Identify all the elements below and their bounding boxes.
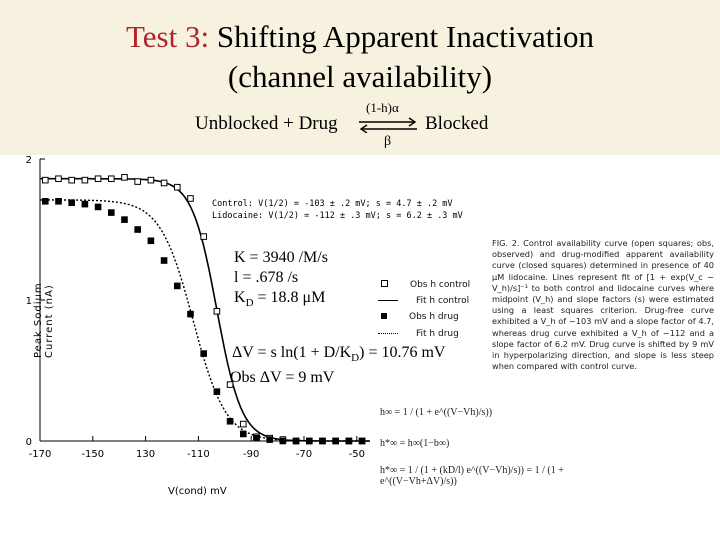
control-data-point [107, 175, 115, 183]
drug-data-point [147, 237, 155, 245]
drug-data-point [94, 203, 102, 211]
overlay-delta-v-formula: ΔV = s ln(1 + D/KD) = 10.76 mV [232, 344, 446, 365]
equilibrium-arrows-icon [359, 117, 417, 133]
drug-data-point [134, 226, 141, 233]
control-data-point [160, 179, 168, 187]
equation-h-star: h*∞ = h∞(1−b∞) [380, 438, 450, 449]
scheme-reverse-rate: β [384, 134, 392, 149]
fit-param-drug: Lidocaine: V(1/2) = -112 ± .3 mV; s = 6.… [212, 211, 463, 221]
equation-h-star-expanded: h*∞ = 1 / (1 + (kD/l) e^((V−Vh)/s)) = 1 … [380, 465, 564, 487]
legend-fit-control: Fit h control [378, 296, 469, 306]
control-data-point [68, 176, 75, 184]
control-data-point [147, 176, 155, 184]
x-tick-label: -50 [349, 449, 365, 460]
legend-obs-control: Obs h control [378, 280, 470, 290]
y-axis-label: Peak Sodium Current (nA) [33, 282, 55, 358]
control-data-point [94, 175, 102, 183]
drug-data-point [319, 437, 326, 445]
control-data-point [226, 381, 234, 388]
y-tick-label: 2 [26, 155, 32, 166]
legend-obs-drug: Obs h drug [378, 312, 459, 322]
control-data-point [121, 174, 128, 181]
figure-caption: FIG. 2. Control availability curve (open… [492, 238, 714, 372]
overlay-l: l = .678 /s [234, 269, 299, 286]
drug-data-point [173, 282, 181, 290]
y-tick-label: 1 [26, 296, 32, 307]
y-tick-label: 0 [26, 437, 32, 448]
drug-data-point [292, 437, 300, 445]
x-tick-label: 130 [136, 449, 155, 460]
control-data-point [213, 307, 221, 315]
fit-param-control: Control: V(1/2) = -103 ± .2 mV; s = 4.7 … [212, 199, 453, 209]
drug-data-point [358, 437, 366, 445]
title-topic: Shifting Apparent Inactivation [209, 19, 594, 54]
legend-fit-drug: Fit h drug [378, 329, 459, 339]
title-test-prefix: Test 3: [126, 19, 210, 54]
equation-h-inf: h∞ = 1 / (1 + e^((V−Vh)/s)) [380, 407, 493, 418]
overlay-k: K = 3940 /M/s [234, 249, 328, 266]
control-data-point [173, 183, 181, 191]
figure-panel: -170 -150 130 -110 -90 -70 -50 0 1 2 Peak Sodium … [0, 155, 720, 540]
drug-data-point [121, 216, 128, 223]
availability-plot: -170 -150 130 -110 -90 -70 -50 0 1 2 [26, 155, 370, 460]
drug-data-point [239, 430, 247, 438]
fit-drug-curve [40, 199, 370, 442]
x-tick-label: -150 [81, 449, 104, 460]
control-data-point [55, 175, 62, 183]
drug-data-point [81, 200, 89, 208]
control-data-point [134, 178, 141, 185]
fit-parameters: Control: V(1/2) = -103 ± .2 mV; s = 4.7 … [212, 198, 463, 222]
slide-title-line1: Test 3: Shifting Apparent Inactivation [0, 18, 720, 55]
drug-data-point [107, 209, 115, 216]
control-data-point [41, 176, 49, 184]
scheme-forward-rate: (1-h)α [366, 100, 399, 115]
drug-data-point [160, 257, 168, 264]
drug-data-point [200, 350, 207, 357]
drug-data-point [345, 437, 353, 445]
control-data-point [187, 195, 194, 202]
scheme-blocked: Blocked [425, 113, 489, 134]
overlay-observed-shift: Obs ΔV = 9 mV [230, 369, 335, 386]
drug-data-point [187, 310, 194, 318]
drug-data-point [213, 388, 221, 395]
drug-data-point [305, 437, 313, 445]
control-data-point [200, 233, 207, 240]
control-data-point [81, 176, 89, 184]
overlay-kd: KD = 18.8 μM [234, 289, 326, 310]
x-tick-label: -90 [243, 449, 259, 460]
drug-data-point [253, 434, 260, 442]
scheme-unblocked: Unblocked + Drug [195, 113, 338, 134]
control-data-point [239, 420, 247, 428]
plot-axes: -170 -150 130 -110 -90 -70 -50 0 1 2 [26, 155, 370, 460]
data-points [41, 174, 366, 445]
drug-data-point [41, 198, 49, 205]
x-axis-label: V(cond) mV [168, 486, 227, 497]
x-tick-label: -70 [296, 449, 312, 460]
drug-data-point [226, 417, 234, 425]
drug-data-point [68, 199, 75, 207]
drug-data-point [266, 436, 273, 443]
slide-title-line2: (channel availability) [227, 59, 493, 94]
drug-data-point [332, 437, 339, 445]
x-tick-label: -170 [29, 449, 52, 460]
x-tick-label: -110 [187, 449, 210, 460]
drug-data-point [55, 198, 62, 205]
drug-data-point [279, 437, 287, 445]
